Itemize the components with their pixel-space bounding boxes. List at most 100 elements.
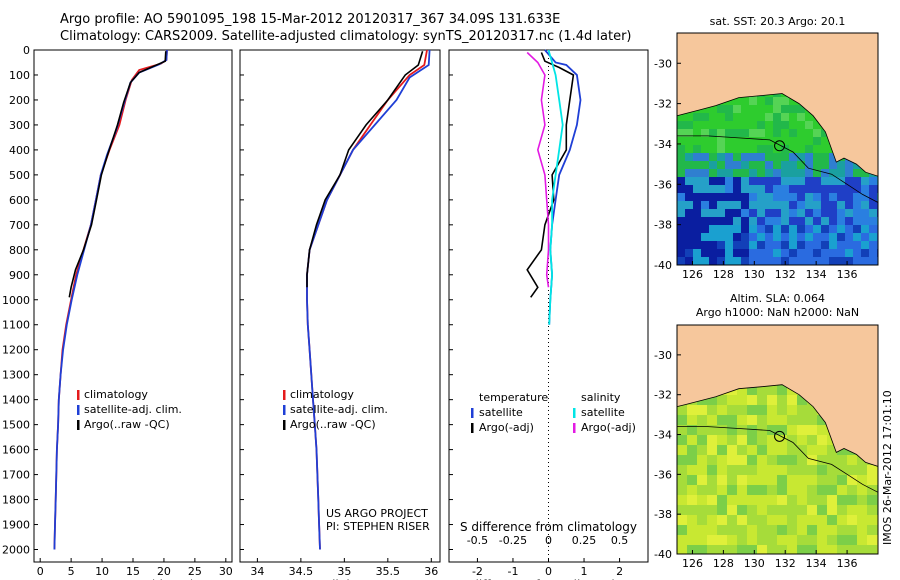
map-cell <box>677 113 685 121</box>
map-cell <box>837 257 845 265</box>
map-cell <box>717 217 725 225</box>
map-cell <box>757 145 765 153</box>
map-cell <box>697 485 707 495</box>
map-cell <box>757 193 765 201</box>
temperature-xtick-label: 25 <box>188 565 202 578</box>
map-cell <box>757 137 765 145</box>
map-cell <box>677 425 687 435</box>
map-cell <box>781 217 789 225</box>
map-cell <box>797 177 805 185</box>
map-cell <box>677 185 685 193</box>
map-cell <box>757 385 767 395</box>
map-ytick-label: -32 <box>654 98 672 111</box>
map-cell <box>807 415 817 425</box>
map-cell <box>725 257 733 265</box>
map-cell <box>701 233 709 241</box>
map-cell <box>737 455 747 465</box>
map-cell <box>787 505 797 515</box>
map-cell <box>857 485 867 495</box>
map-cell <box>813 153 821 161</box>
map-cell <box>857 535 867 545</box>
map-xtick-label: 130 <box>744 557 765 570</box>
map-cell <box>687 525 697 535</box>
map-cell <box>685 161 693 169</box>
map-cell <box>807 535 817 545</box>
map-cell <box>777 435 787 445</box>
map-cell <box>787 415 797 425</box>
map-cell <box>737 545 747 554</box>
map-cell <box>701 257 709 265</box>
map-cell <box>687 515 697 525</box>
map-cell <box>737 425 747 435</box>
map-cell <box>725 185 733 193</box>
map-cell <box>677 169 685 177</box>
map-cell <box>697 465 707 475</box>
map-cell <box>847 505 857 515</box>
map-cell <box>787 485 797 495</box>
map-cell <box>707 495 717 505</box>
map-cell <box>787 445 797 455</box>
map-cell <box>733 185 741 193</box>
map-cell <box>733 241 741 249</box>
map-cell <box>837 535 847 545</box>
map-cell <box>807 495 817 505</box>
map-cell <box>707 455 717 465</box>
map-cell <box>749 249 757 257</box>
map-cell <box>725 137 733 145</box>
map-cell <box>867 545 877 554</box>
salinity-xtick-label: 35 <box>337 565 351 578</box>
map-cell <box>697 405 707 415</box>
map-cell <box>701 225 709 233</box>
salinity-legend-label: climatology <box>290 388 354 401</box>
map-cell <box>727 525 737 535</box>
map-cell <box>717 129 725 137</box>
map-cell <box>733 153 741 161</box>
map-cell <box>741 217 749 225</box>
map-cell <box>687 495 697 505</box>
map-cell <box>757 241 765 249</box>
map-cell <box>747 495 757 505</box>
map-cell <box>685 145 693 153</box>
map-cell <box>757 161 765 169</box>
map-cell <box>861 225 869 233</box>
map-cell <box>861 201 869 209</box>
map-cell <box>797 445 807 455</box>
map-cell <box>757 525 767 535</box>
map-cell <box>749 113 757 121</box>
map-cell <box>725 241 733 249</box>
map-cell <box>765 257 773 265</box>
map-cell <box>677 405 687 415</box>
map-cell <box>767 465 777 475</box>
map-cell <box>687 505 697 515</box>
map-cell <box>797 233 805 241</box>
map-cell <box>845 193 853 201</box>
map-cell <box>717 545 727 554</box>
map-cell <box>789 217 797 225</box>
map-cell <box>813 177 821 185</box>
map-cell <box>727 535 737 545</box>
map-cell <box>773 121 781 129</box>
map-cell <box>685 113 693 121</box>
map-cell <box>857 505 867 515</box>
map-cell <box>757 185 765 193</box>
map-cell <box>847 535 857 545</box>
depth-tick-label: 1300 <box>2 369 30 382</box>
map-cell <box>747 535 757 545</box>
map-cell <box>685 233 693 241</box>
map-cell <box>767 525 777 535</box>
temperature-xtick-label: 20 <box>157 565 171 578</box>
map-cell <box>821 153 829 161</box>
sdiff-tick-label: 0 <box>545 534 552 547</box>
depth-tick-label: 300 <box>9 119 30 132</box>
map-cell <box>693 217 701 225</box>
map-cell <box>737 485 747 495</box>
map-cell <box>687 535 697 545</box>
map-ytick-label: -30 <box>654 57 672 70</box>
map-cell <box>717 525 727 535</box>
map-cell <box>727 455 737 465</box>
map-cell <box>789 185 797 193</box>
map-cell <box>717 415 727 425</box>
map-cell <box>821 177 829 185</box>
map-cell <box>741 105 749 113</box>
map-cell <box>693 241 701 249</box>
